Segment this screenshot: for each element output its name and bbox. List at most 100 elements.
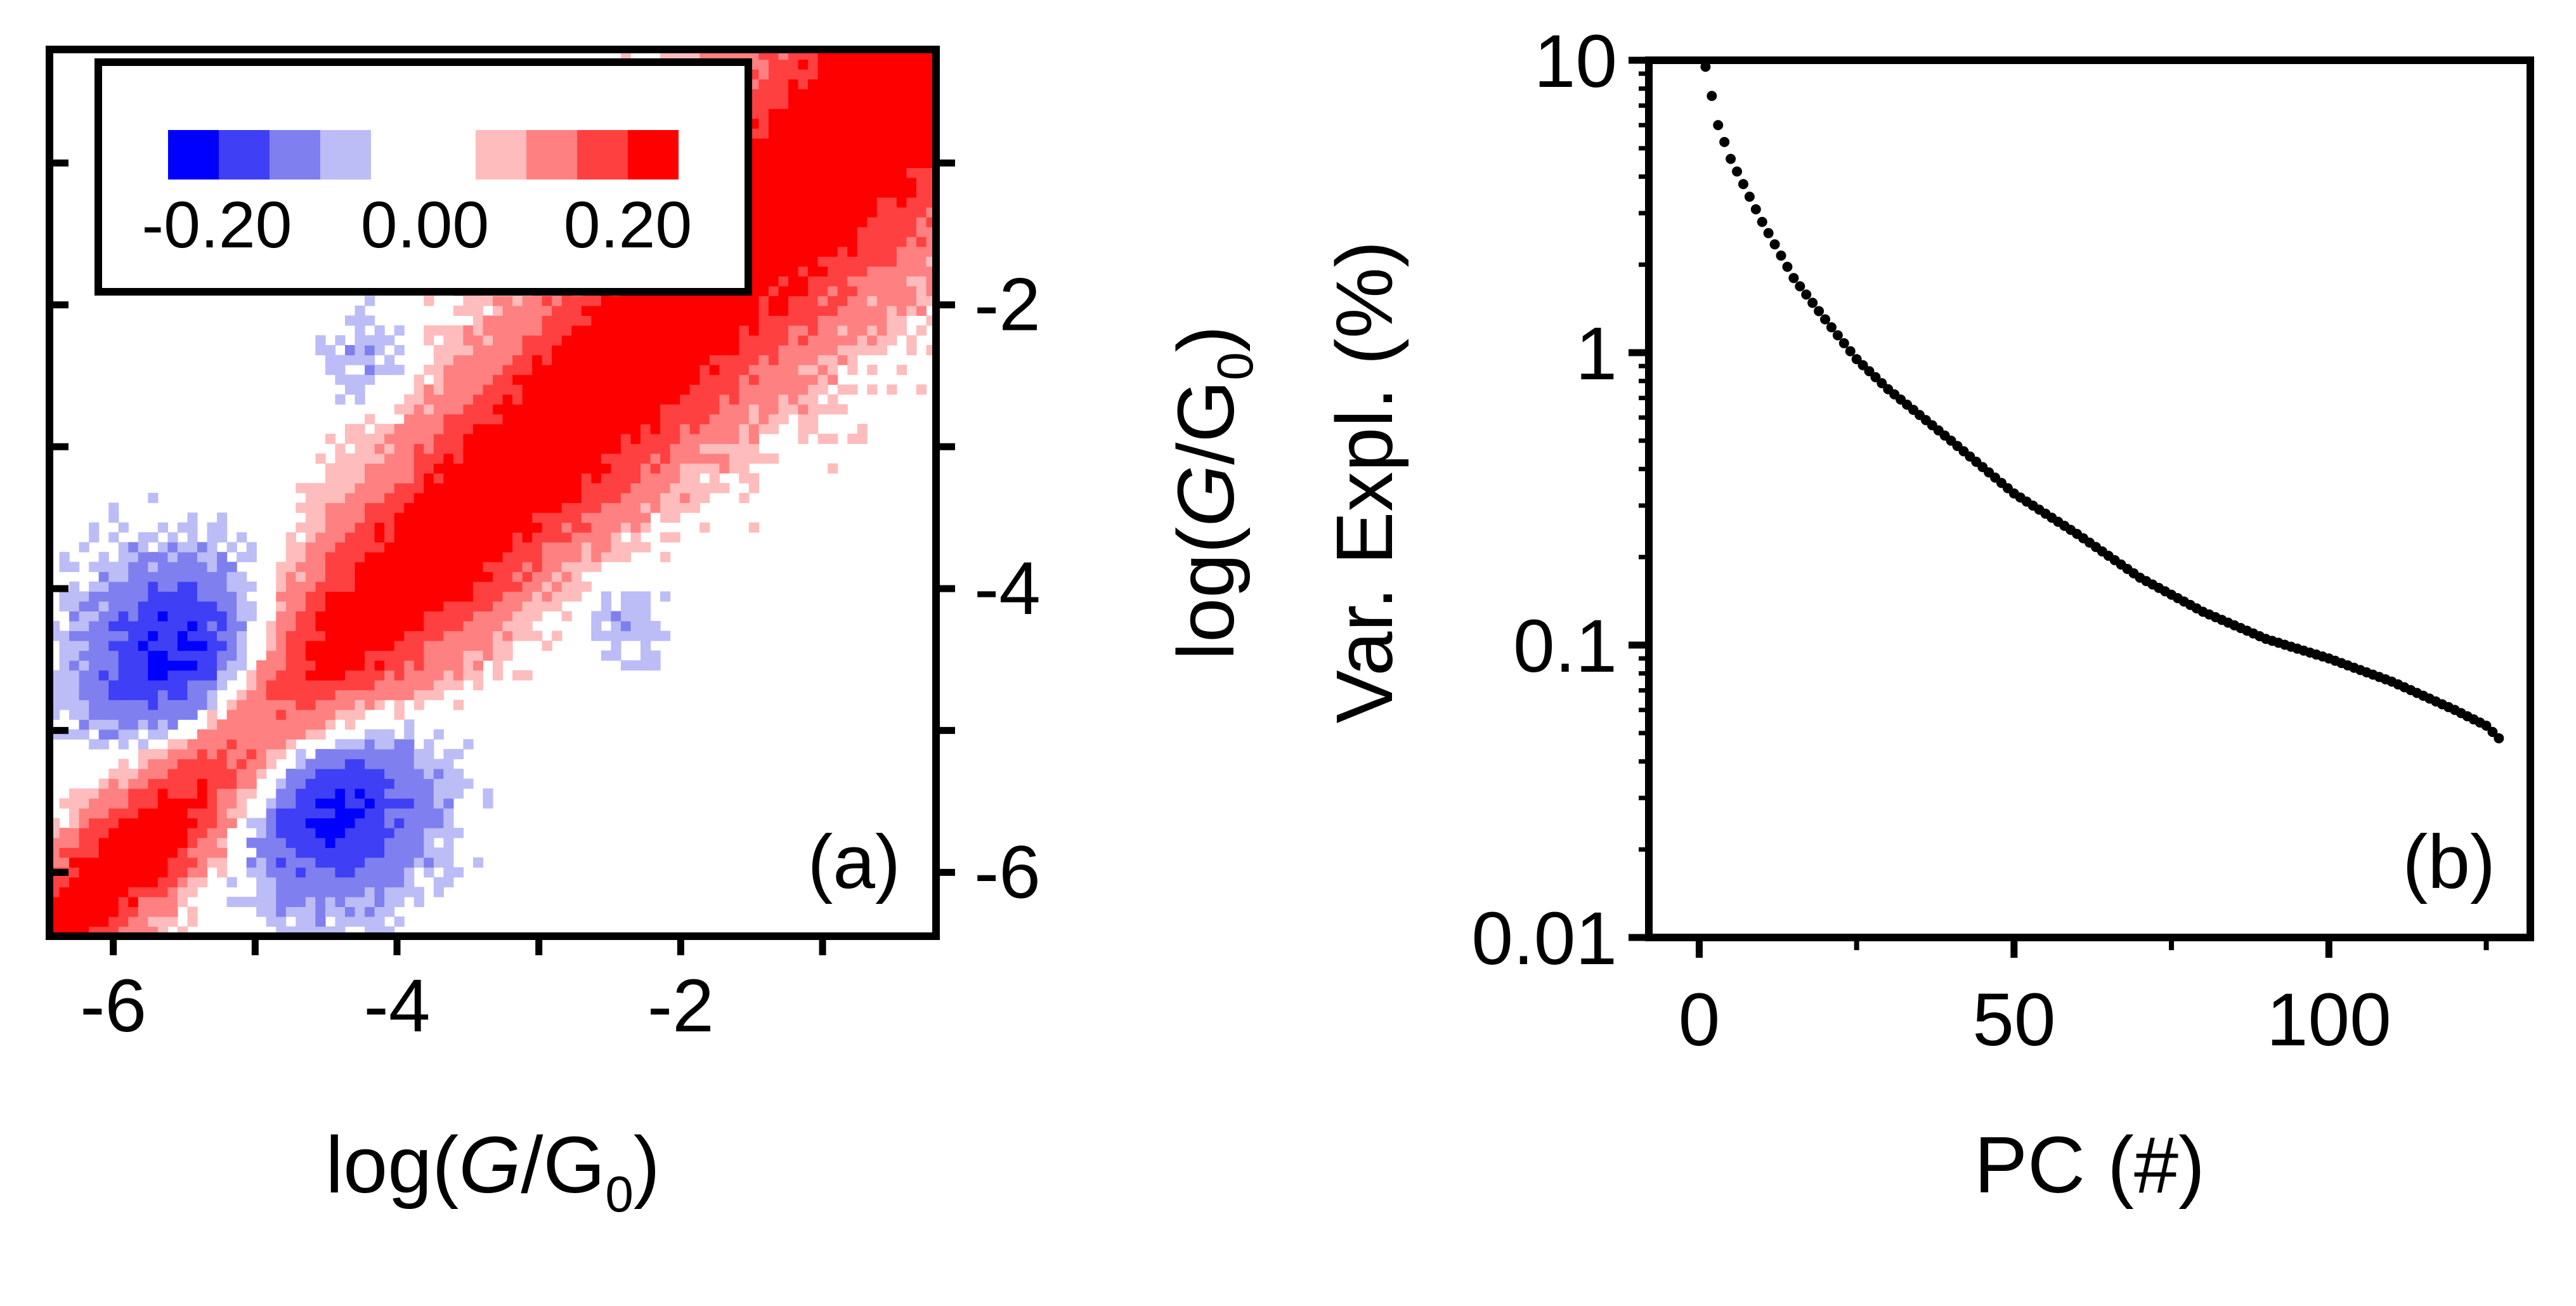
heatmap-cell <box>404 719 415 730</box>
heatmap-cell <box>817 315 828 326</box>
heatmap-cell <box>325 689 336 700</box>
heatmap-cell <box>374 877 385 887</box>
heatmap-cell <box>285 689 296 700</box>
heatmap-cell <box>778 305 789 316</box>
heatmap-cell <box>591 463 602 474</box>
heatmap-cell <box>404 739 415 750</box>
heatmap-cell <box>433 404 444 415</box>
heatmap-cell <box>69 798 80 809</box>
heatmap-cell <box>847 59 858 70</box>
heatmap-cell <box>335 788 346 799</box>
heatmap-cell <box>591 335 602 346</box>
heatmap-cell <box>532 591 543 602</box>
heatmap-cell <box>345 630 356 641</box>
scree-point <box>1864 366 1875 377</box>
heatmap-cell <box>217 847 228 858</box>
heatmap-cell <box>384 906 395 917</box>
heatmap-cell <box>276 630 287 641</box>
heatmap-cell <box>817 108 828 119</box>
heatmap-cell <box>876 276 887 287</box>
heatmap-cell <box>276 798 287 809</box>
heatmap-cell <box>758 177 769 188</box>
heatmap-cell <box>552 325 563 336</box>
heatmap-cell <box>345 660 356 671</box>
heatmap-cell <box>355 857 365 868</box>
heatmap-cell <box>226 542 237 552</box>
scree-point <box>1838 338 1849 349</box>
heatmap-cell <box>788 187 799 198</box>
heatmap-cell <box>542 641 552 651</box>
heatmap-cell <box>837 187 848 198</box>
heatmap-cell <box>453 611 464 622</box>
heatmap-cell <box>424 748 434 759</box>
heatmap-cell <box>384 581 395 592</box>
heatmap-cell <box>226 591 237 602</box>
heatmap-cell <box>325 828 336 839</box>
heatmap-cell <box>591 552 602 563</box>
heatmap-cell <box>699 443 710 454</box>
heatmap-cell <box>522 453 533 464</box>
heatmap-cell <box>394 768 405 780</box>
heatmap-cell <box>315 700 326 710</box>
heatmap-cell <box>217 611 228 622</box>
heatmap-cell <box>335 473 346 484</box>
heatmap-cell <box>404 630 415 641</box>
heatmap-cell <box>591 315 602 326</box>
heatmap-cell <box>552 443 563 454</box>
heatmap-cell <box>601 414 611 424</box>
heatmap-cell <box>808 217 819 228</box>
heatmap-cell <box>413 591 424 602</box>
heatmap-cell <box>424 759 434 769</box>
heatmap-cell <box>699 355 710 365</box>
heatmap-cell <box>177 650 188 661</box>
heatmap-cell <box>177 630 188 641</box>
scree-point <box>1820 314 1830 325</box>
heatmap-cell <box>581 394 592 405</box>
heatmap-cell <box>157 571 168 582</box>
heatmap-cell <box>660 424 671 434</box>
heatmap-cell <box>808 79 819 89</box>
heatmap-cell <box>906 128 917 139</box>
heatmap-cell <box>463 620 474 632</box>
heatmap-cell <box>561 502 572 513</box>
heatmap-cell <box>305 611 316 622</box>
scree-point <box>1832 330 1843 341</box>
heatmap-cell <box>187 700 198 710</box>
heatmap-cell <box>581 374 592 385</box>
heatmap-cell <box>167 670 178 681</box>
heatmap-cell <box>847 148 858 159</box>
heatmap-cell <box>128 552 139 563</box>
legend-swatch <box>168 130 219 180</box>
heatmap-cell <box>167 581 178 592</box>
heatmap-cell <box>748 433 759 444</box>
heatmap-cell <box>778 394 789 405</box>
heatmap-cell <box>167 611 178 622</box>
heatmap-cell <box>522 601 533 611</box>
heatmap-cell <box>237 808 247 819</box>
heatmap-cell <box>296 778 306 789</box>
scree-plot-panel: 0 50 100 0.01 0.1 1 10 PC (#) Var. Expl.… <box>1320 20 2534 1210</box>
heatmap-cell <box>670 473 680 484</box>
heatmap-cell <box>296 660 306 671</box>
heatmap-cell <box>463 532 474 543</box>
heatmap-cell <box>355 532 365 543</box>
legend-swatch <box>526 130 577 180</box>
heatmap-cell <box>876 167 887 178</box>
heatmap-cell <box>374 788 385 799</box>
heatmap-cell <box>177 689 188 700</box>
heatmap-cell <box>798 138 809 148</box>
heatmap-cell <box>305 877 316 887</box>
heatmap-cell <box>641 620 651 632</box>
scree-point <box>1744 192 1755 202</box>
heatmap-cell <box>729 404 739 415</box>
heatmap-cell <box>847 157 858 168</box>
heatmap-cell <box>69 896 80 907</box>
heatmap-cell <box>601 365 611 375</box>
heatmap-cell <box>197 680 208 691</box>
heatmap-cell <box>404 808 415 819</box>
heatmap-cell <box>424 808 434 819</box>
heatmap-cell <box>138 906 148 917</box>
heatmap-cell <box>601 443 611 454</box>
heatmap-cell <box>532 345 543 356</box>
heatmap-cell <box>148 916 159 927</box>
